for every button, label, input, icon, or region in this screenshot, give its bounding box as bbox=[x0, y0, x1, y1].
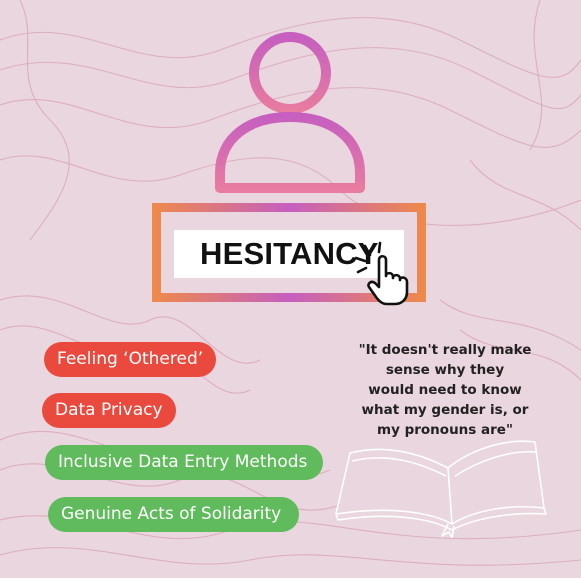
quote-line: would need to know bbox=[368, 382, 522, 398]
hesitancy-title: HESITANCY bbox=[200, 236, 379, 271]
hesitancy-label-box bbox=[174, 230, 404, 278]
quote-line: sense why they bbox=[385, 362, 505, 378]
tag-feeling-othered: Feeling ‘Othered’ bbox=[44, 342, 216, 377]
quote-line: what my gender is, or bbox=[361, 402, 529, 418]
hand-pointer-icon bbox=[354, 241, 409, 306]
quote-text: "It doesn't really make sense why they w… bbox=[345, 340, 545, 440]
open-book-icon bbox=[335, 440, 547, 538]
quote-line: my pronouns are" bbox=[377, 422, 513, 438]
tag-genuine-solidarity: Genuine Acts of Solidarity bbox=[48, 497, 299, 532]
tag-data-privacy: Data Privacy bbox=[42, 393, 176, 428]
quote-line: "It doesn't really make bbox=[358, 342, 532, 358]
person-icon bbox=[215, 32, 365, 193]
tag-inclusive-data-entry: Inclusive Data Entry Methods bbox=[45, 445, 323, 480]
